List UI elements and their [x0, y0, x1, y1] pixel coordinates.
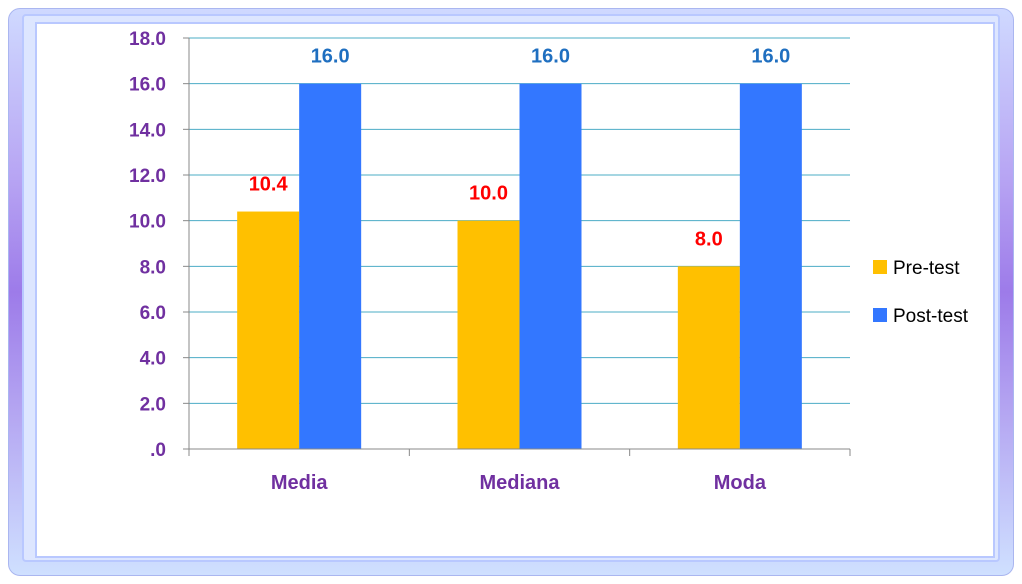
legend-swatch — [873, 308, 887, 322]
bar-pre-test-media — [237, 211, 300, 449]
data-labels: 10.4 16.0 10.0 16.0 8.0 16.0 — [249, 46, 791, 251]
data-label: 8.0 — [695, 228, 723, 250]
y-tick-label: 16.0 — [129, 75, 166, 96]
y-tick-label: 6.0 — [140, 303, 166, 324]
bar-pre-test-mediana — [457, 220, 520, 449]
data-label: 16.0 — [751, 46, 790, 68]
y-tick-label: 12.0 — [129, 166, 166, 187]
x-category-label: Moda — [714, 472, 767, 494]
data-label: 16.0 — [311, 46, 350, 68]
bar-pre-test-moda — [677, 266, 740, 449]
x-axis-category-labels: Media Mediana Moda — [271, 472, 767, 494]
y-tick-label: 10.0 — [129, 212, 166, 233]
legend: Pre-test Post-test — [873, 258, 969, 327]
data-label: 16.0 — [531, 46, 570, 68]
y-tick-label: .0 — [150, 440, 166, 461]
x-category-label: Mediana — [479, 472, 560, 494]
x-category-label: Media — [271, 472, 329, 494]
legend-swatch — [873, 260, 887, 274]
legend-label: Pre-test — [893, 258, 960, 279]
data-label: 10.0 — [469, 183, 508, 205]
y-tick-label: 2.0 — [140, 394, 166, 415]
y-tick-label: 8.0 — [140, 257, 166, 278]
y-tick-label: 18.0 — [129, 29, 166, 50]
axes — [188, 38, 851, 456]
y-axis-tick-labels: .0 2.0 4.0 6.0 8.0 10.0 12.0 14.0 16.0 18.0 — [129, 29, 189, 461]
y-tick-label: 4.0 — [140, 349, 166, 370]
y-tick-label: 14.0 — [129, 120, 166, 141]
bar-post-test-media — [299, 83, 362, 450]
bars — [237, 83, 802, 450]
data-label: 10.4 — [249, 174, 289, 196]
legend-label: Post-test — [893, 306, 969, 327]
bar-post-test-mediana — [519, 83, 582, 450]
bar-post-test-moda — [739, 83, 802, 450]
